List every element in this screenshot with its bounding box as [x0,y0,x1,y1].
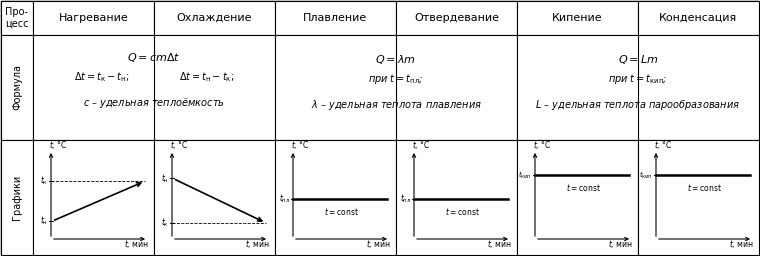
Text: $\Delta t = t_{\rm к} - t_{\rm н};$: $\Delta t = t_{\rm к} - t_{\rm н};$ [74,71,129,84]
Bar [275,35,517,140]
Text: Охлаждение: Охлаждение [177,13,252,23]
Bar [33,1,154,35]
Text: $t_{\rm к}$: $t_{\rm к}$ [161,217,169,229]
Bar [517,35,759,140]
Text: $t_{\rm кип}$: $t_{\rm кип}$ [518,169,532,180]
Text: Про-
цесс: Про- цесс [5,7,29,29]
Text: $t = \rm const$: $t = \rm const$ [445,206,480,217]
Text: Графики: Графики [12,175,22,220]
Text: Плавление: Плавление [303,13,368,23]
Text: при $t = t_{\rm пл}$;: при $t = t_{\rm пл}$; [369,72,423,87]
Text: Конденсация: Конденсация [660,13,738,23]
Bar [396,1,517,35]
Text: $t_{\rm н}$: $t_{\rm н}$ [161,172,169,185]
Text: $t_{\rm к}$: $t_{\rm к}$ [40,175,48,187]
Text: $t$, мин: $t$, мин [124,238,149,250]
Text: Кипение: Кипение [553,13,603,23]
Text: $t$, мин: $t$, мин [366,238,391,250]
Text: Формула: Формула [12,65,22,111]
Text: $t = \rm const$: $t = \rm const$ [687,183,722,194]
Text: $L$ – удельная теплота парообразования: $L$ – удельная теплота парообразования [536,99,740,112]
Text: $t_{\rm кип}$: $t_{\rm кип}$ [639,169,653,180]
Text: Отвердевание: Отвердевание [414,13,499,23]
Bar [33,35,275,140]
Bar [1,1,33,35]
Text: Нагревание: Нагревание [59,13,128,23]
Text: $t = \rm const$: $t = \rm const$ [566,183,601,194]
Bar [154,140,275,255]
Text: $\lambda$ – удельная теплота плавления: $\lambda$ – удельная теплота плавления [311,99,481,112]
Text: $t$, °C: $t$, °C [654,139,673,151]
Bar [517,140,638,255]
Text: $t$, мин: $t$, мин [245,238,270,250]
Text: $t_{\rm пл}$: $t_{\rm пл}$ [278,193,290,205]
Text: $t = \rm const$: $t = \rm const$ [324,206,359,217]
Bar [1,35,33,140]
Bar [638,140,759,255]
Text: $Q = cm\Delta t$: $Q = cm\Delta t$ [127,51,181,64]
Bar [275,140,396,255]
Text: $Q = Lm$: $Q = Lm$ [618,53,658,66]
Bar [517,1,638,35]
Text: $Q = \lambda m$: $Q = \lambda m$ [375,53,416,66]
Text: $t$, °C: $t$, °C [170,139,188,151]
Text: $t$, °C: $t$, °C [291,139,309,151]
Text: $t$, °C: $t$, °C [533,139,552,151]
Text: $t_{\rm пл}$: $t_{\rm пл}$ [400,193,411,205]
Text: $t$, °C: $t$, °C [49,139,68,151]
Bar [396,140,517,255]
Text: $c$ – удельная теплоёмкость: $c$ – удельная теплоёмкость [83,97,225,111]
Text: при $t = t_{\rm кип}$;: при $t = t_{\rm кип}$; [608,72,668,87]
Bar [1,140,33,255]
Bar [275,1,396,35]
Text: $t$, мин: $t$, мин [487,238,512,250]
Bar [638,1,759,35]
Bar [33,140,154,255]
Text: $t$, мин: $t$, мин [729,238,754,250]
Text: $t$, мин: $t$, мин [608,238,633,250]
Text: $t$, °C: $t$, °C [412,139,430,151]
Bar [154,1,275,35]
Text: $t_{\rm н}$: $t_{\rm н}$ [40,215,48,227]
Text: $\Delta t = t_{\rm н} - t_{\rm к};$: $\Delta t = t_{\rm н} - t_{\rm к};$ [179,71,234,84]
